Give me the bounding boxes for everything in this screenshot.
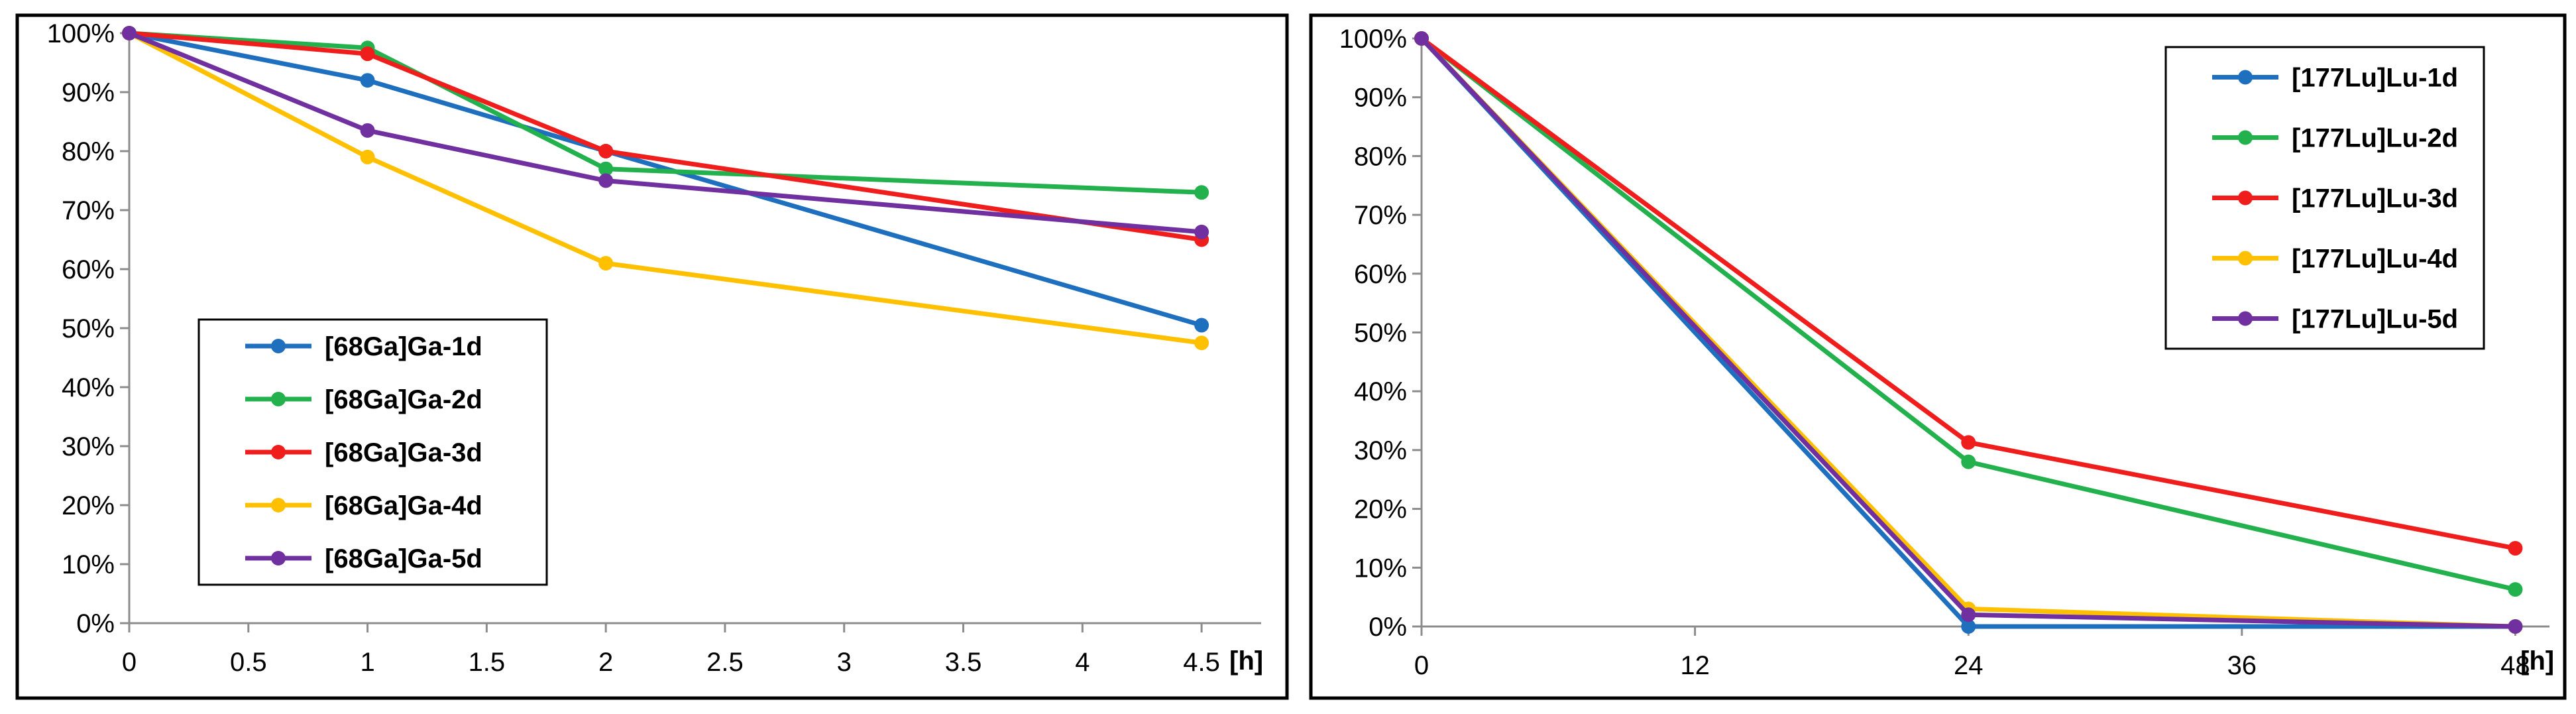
ga68-y-tick-label: 20% <box>62 491 115 520</box>
lu177-x-tick-label: 48 <box>2500 651 2530 680</box>
lu177-y-tick-label: 100% <box>1339 25 1407 54</box>
ga68-y-tick-label: 100% <box>47 19 115 48</box>
ga68-legend-marker <box>271 445 286 459</box>
lu177-legend-label: [177Lu]Lu-3d <box>2292 184 2458 213</box>
ga68-data-point <box>360 123 375 138</box>
ga68-x-axis-unit: [h] <box>1229 646 1263 676</box>
ga68-y-tick-label: 80% <box>62 137 115 166</box>
ga68-y-tick-label: 0% <box>76 609 115 638</box>
ga68-data-point <box>360 73 375 88</box>
lu177-y-tick-label: 80% <box>1354 142 1407 171</box>
ga68-data-point <box>1194 318 1209 333</box>
ga68-data-point <box>122 26 137 40</box>
lu177-legend-label: [177Lu]Lu-2d <box>2292 124 2458 153</box>
lu177-data-point <box>1961 607 1976 623</box>
ga68-stability-chart: 0% 10% 20% 30% 40% 50% 60% 70% 80% 90% 100% 0 0.5 1 1.… <box>15 13 1289 700</box>
lu177-data-point <box>1414 31 1429 46</box>
ga68-y-tick-label: 30% <box>62 432 115 461</box>
ga68-legend-label: [68Ga]Ga-5d <box>325 544 482 573</box>
ga68-data-point <box>1194 185 1209 200</box>
lu177-legend-label: [177Lu]Lu-1d <box>2292 64 2458 93</box>
lu177-x-tick-label: 0 <box>1414 651 1429 680</box>
lu177-data-point <box>1961 435 1976 450</box>
lu177-x-tick-label: 36 <box>2227 651 2257 680</box>
ga68-y-tick-label: 90% <box>62 78 115 107</box>
ga68-x-tick-label: 4.5 <box>1183 648 1220 677</box>
ga68-legend-marker <box>271 392 286 406</box>
ga68-x-tick-label: 2.5 <box>706 648 744 677</box>
ga68-x-tick-label: 3 <box>837 648 852 677</box>
lu177-data-point <box>1961 619 1976 634</box>
lu177-legend-marker <box>2238 70 2253 85</box>
ga68-legend-label: [68Ga]Ga-2d <box>325 385 482 414</box>
ga68-series-line-5 <box>128 30 1202 235</box>
lu177-x-axis-unit: [h] <box>2520 646 2554 676</box>
lu177-legend-marker <box>2238 190 2253 206</box>
lu177-x-tick-label: 24 <box>1954 651 1984 680</box>
lu177-y-tick-label: 10% <box>1354 554 1407 583</box>
lu177-y-tick-label: 50% <box>1354 319 1407 348</box>
ga68-x-tick-label: 3.5 <box>945 648 982 677</box>
lu177-y-tick-label: 0% <box>1369 613 1407 642</box>
lu177-x-tick-label: 12 <box>1680 651 1710 680</box>
ga68-x-tick-label: 4 <box>1075 648 1090 677</box>
ga68-x-tick-label: 2 <box>598 648 613 677</box>
ga68-legend-marker <box>271 551 286 565</box>
ga68-x-tick-label: 0 <box>122 648 137 677</box>
ga68-legend-label: [68Ga]Ga-1d <box>325 332 482 361</box>
ga68-x-tick-label: 1.5 <box>469 648 506 677</box>
lu177-legend-label: [177Lu]Lu-4d <box>2292 245 2458 274</box>
ga68-data-point <box>598 144 614 158</box>
ga68-legend-label: [68Ga]Ga-4d <box>325 491 482 520</box>
lu177-legend-label: [177Lu]Lu-5d <box>2292 305 2458 334</box>
ga68-data-point <box>598 173 614 188</box>
lu177-legend-marker <box>2238 311 2253 326</box>
lu177-legend-marker <box>2238 130 2253 145</box>
ga68-data-point <box>1194 224 1209 239</box>
lu177-legend-marker <box>2238 251 2253 266</box>
lu177-y-tick-label: 90% <box>1354 84 1407 113</box>
ga68-data-point <box>598 161 614 176</box>
lu177-data-point <box>2508 582 2523 597</box>
lu177-y-tick-label: 60% <box>1354 260 1407 289</box>
ga68-series-line-2 <box>129 30 1202 195</box>
ga68-y-tick-label: 10% <box>62 550 115 579</box>
ga68-series-line-4 <box>128 30 1202 345</box>
ga68-y-tick-label: 40% <box>62 373 115 402</box>
lu177-stability-chart-svg: 0% 10% 20% 30% 40% 50% 60% 70% 80% 90% 100% 0 12 24 36… <box>1309 13 2567 700</box>
ga68-y-tick-label: 70% <box>62 196 115 225</box>
ga68-y-tick-label: 50% <box>62 314 115 343</box>
ga68-data-point <box>360 46 375 62</box>
lu177-y-tick-label: 20% <box>1354 495 1407 524</box>
ga68-legend-label: [68Ga]Ga-3d <box>325 438 482 467</box>
lu177-data-point <box>2508 619 2523 634</box>
ga68-y-tick-label: 60% <box>62 255 115 284</box>
ga68-data-point <box>1194 335 1209 351</box>
ga68-legend-marker <box>271 339 286 353</box>
lu177-y-tick-label: 40% <box>1354 377 1407 406</box>
ga68-legend-marker <box>271 498 286 512</box>
ga68-stability-chart-svg: 0% 10% 20% 30% 40% 50% 60% 70% 80% 90% 100% 0 0.5 1 1.… <box>15 13 1289 700</box>
lu177-data-point <box>2508 541 2523 556</box>
ga68-data-point <box>598 256 614 271</box>
lu177-data-point <box>1961 454 1976 469</box>
ga68-series-line-1 <box>129 30 1203 327</box>
lu177-stability-chart: 0% 10% 20% 30% 40% 50% 60% 70% 80% 90% 100% 0 12 24 36… <box>1299 0 2576 711</box>
ga68-data-point <box>360 149 375 164</box>
ga68-x-tick-label: 1 <box>360 648 374 677</box>
lu177-y-tick-label: 30% <box>1354 436 1407 465</box>
ga68-x-tick-label: 0.5 <box>230 648 267 677</box>
ga68-series-line-3 <box>129 30 1202 242</box>
lu177-y-tick-label: 70% <box>1354 201 1407 230</box>
